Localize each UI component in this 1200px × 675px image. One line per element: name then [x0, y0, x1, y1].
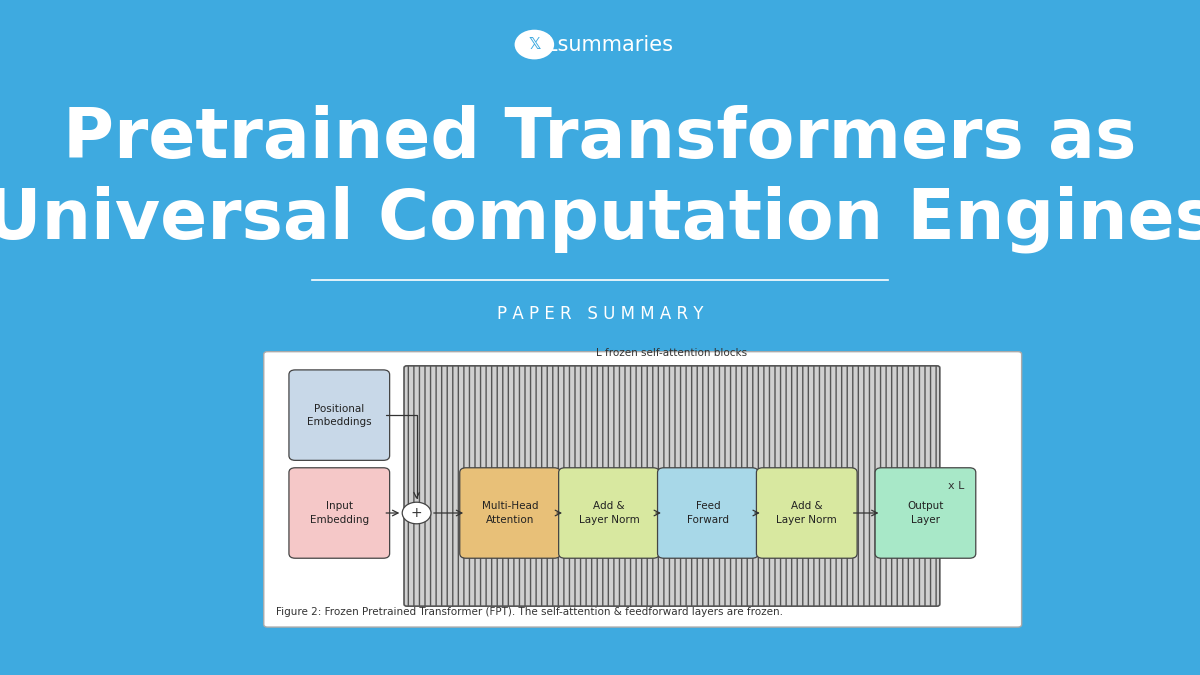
Text: Add &
Layer Norm: Add & Layer Norm: [578, 502, 640, 524]
FancyBboxPatch shape: [264, 352, 1021, 627]
FancyBboxPatch shape: [875, 468, 976, 558]
FancyBboxPatch shape: [404, 366, 940, 606]
Circle shape: [402, 502, 431, 524]
FancyBboxPatch shape: [756, 468, 857, 558]
Text: Pretrained Transformers as: Pretrained Transformers as: [64, 105, 1136, 172]
Text: Positional
Embeddings: Positional Embeddings: [307, 404, 372, 427]
Text: Feed
Forward: Feed Forward: [686, 502, 728, 524]
Text: Universal Computation Engines: Universal Computation Engines: [0, 186, 1200, 253]
Text: +: +: [410, 506, 422, 520]
Text: P A P E R   S U M M A R Y: P A P E R S U M M A R Y: [497, 305, 703, 323]
FancyBboxPatch shape: [559, 468, 659, 558]
FancyBboxPatch shape: [460, 468, 560, 558]
Text: MLsummaries: MLsummaries: [528, 34, 672, 55]
FancyBboxPatch shape: [289, 370, 390, 460]
Text: Add &
Layer Norm: Add & Layer Norm: [776, 502, 838, 524]
Text: Multi-Head
Attention: Multi-Head Attention: [482, 502, 539, 524]
Text: Output
Layer: Output Layer: [907, 502, 943, 524]
Circle shape: [515, 30, 554, 59]
FancyBboxPatch shape: [289, 468, 390, 558]
Text: L frozen self-attention blocks: L frozen self-attention blocks: [596, 348, 748, 358]
FancyBboxPatch shape: [658, 468, 758, 558]
Text: Input
Embedding: Input Embedding: [310, 502, 368, 524]
Text: 𝕏: 𝕏: [528, 37, 540, 52]
Text: x L: x L: [948, 481, 965, 491]
Text: Figure 2: Frozen Pretrained Transformer (FPT). The self-attention & feedforward : Figure 2: Frozen Pretrained Transformer …: [276, 608, 784, 617]
